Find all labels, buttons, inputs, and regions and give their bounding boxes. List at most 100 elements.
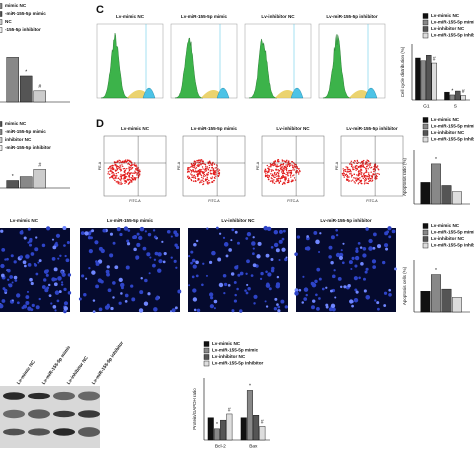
nucleus [210, 296, 214, 300]
nucleus [306, 235, 310, 238]
cell-dot [200, 169, 203, 171]
cell-dot [194, 180, 197, 182]
nucleus [57, 257, 60, 260]
cell-dot [119, 164, 121, 167]
cell-dot [378, 169, 380, 171]
cell-dot [376, 177, 378, 180]
nucleus [368, 238, 373, 244]
cell-dot [360, 179, 363, 181]
cell-dot [293, 167, 295, 169]
bar [213, 428, 220, 441]
cell-dot [217, 168, 219, 170]
nucleus [251, 241, 256, 246]
cell-dot [191, 176, 193, 179]
nucleus [372, 232, 377, 237]
cell-dot [198, 164, 200, 167]
cell-dot [130, 176, 132, 179]
nucleus [275, 283, 280, 289]
nucleus [223, 242, 229, 247]
cell-dot [276, 169, 278, 171]
cell-dot [359, 165, 362, 168]
nucleus [44, 288, 49, 293]
nucleus [67, 273, 72, 277]
cell-dot [264, 168, 267, 170]
nucleus [315, 239, 320, 245]
nucleus [342, 242, 345, 245]
legend-swatch [422, 236, 429, 242]
lane-label: Lv-inhibitor NC [66, 355, 90, 386]
nucleus [216, 226, 219, 230]
nucleus [139, 290, 144, 295]
nucleus [195, 274, 199, 278]
nucleus [338, 252, 344, 258]
cell-dot [126, 167, 128, 170]
category-label: S [454, 103, 457, 109]
bar [220, 419, 227, 441]
nucleus [191, 258, 196, 263]
cell-dot [207, 183, 209, 185]
cell-dot [356, 174, 358, 176]
nucleus [19, 255, 24, 259]
cell-dot [115, 172, 118, 175]
cell-dot [356, 177, 358, 179]
nucleus [3, 288, 8, 293]
nucleus [30, 281, 34, 286]
cell-dot [213, 173, 216, 176]
nucleus [45, 273, 49, 277]
nucleus [132, 235, 136, 240]
cell-dot [268, 171, 270, 173]
nucleus [27, 241, 30, 244]
nucleus [228, 248, 232, 252]
nucleus [348, 260, 353, 265]
cell-dot [109, 170, 111, 172]
cell-dot [135, 177, 137, 179]
cell-dot [128, 168, 130, 170]
nucleus [63, 244, 66, 247]
cell-dot [203, 173, 206, 176]
nucleus [192, 288, 197, 293]
cell-dot [343, 173, 345, 175]
cell-dot [353, 160, 356, 162]
nucleus [156, 295, 159, 299]
nucleus [223, 282, 228, 287]
cell-dot [285, 176, 287, 178]
cell-dot [120, 183, 123, 185]
cell-dot [287, 160, 290, 163]
cell-dot [292, 165, 294, 167]
nucleus [14, 279, 18, 282]
nucleus [124, 293, 129, 298]
nucleus [6, 257, 9, 261]
cell-dot [282, 174, 284, 177]
cell-dot [276, 164, 278, 166]
nucleus [83, 293, 87, 297]
cell-dot [273, 182, 276, 185]
nucleus [347, 283, 351, 288]
nucleus [385, 247, 389, 251]
nucleus [244, 289, 247, 292]
nucleus [305, 293, 308, 297]
legend-label: inhibitor NC [5, 137, 32, 142]
legend-label: Lv-miR-155-5p inhibitor [212, 361, 264, 366]
nucleus [222, 236, 226, 239]
nucleus [251, 252, 255, 256]
nucleus [365, 295, 371, 300]
cell-dot [214, 167, 216, 169]
nucleus [120, 286, 124, 290]
legend-label: Lv-miR-155-5p inhibitor [431, 137, 474, 142]
cell-dot [117, 177, 119, 180]
bar [431, 274, 441, 313]
cell-dot [136, 167, 138, 169]
cell-dot [292, 179, 294, 182]
cell-dot [202, 179, 204, 181]
legend-label: Lv-inhibitor NC [431, 26, 465, 31]
cell-dot [375, 173, 377, 175]
cell-dot [268, 165, 270, 168]
category-label: Bax [249, 443, 258, 449]
nucleus [270, 258, 274, 262]
nucleus [298, 288, 302, 292]
g1-peak [174, 37, 204, 99]
nucleus [335, 228, 339, 232]
cell-dot [353, 168, 355, 171]
plot-frame [96, 23, 164, 99]
cell-dot [268, 174, 270, 177]
